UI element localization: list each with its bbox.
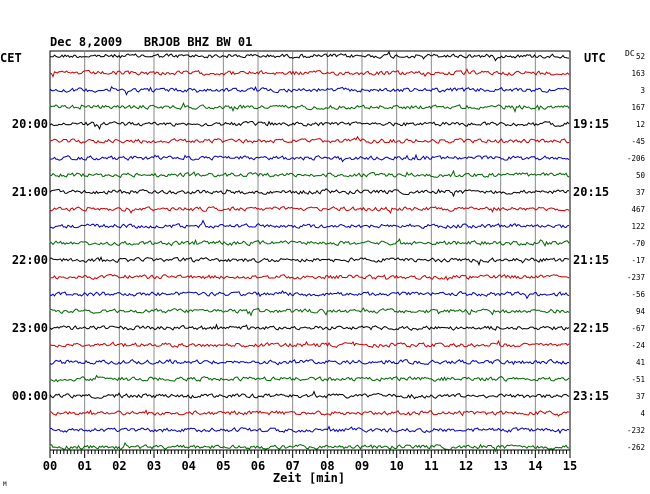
dc-offset-label: -17 <box>631 256 645 265</box>
dc-offset-label: 167 <box>631 103 645 112</box>
dc-offset-label: 3 <box>640 86 645 95</box>
dc-header: DC <box>625 49 635 58</box>
seismic-trace <box>49 307 570 317</box>
dc-offset-label: 122 <box>631 222 645 231</box>
x-axis-label: Zeit [min] <box>273 471 345 485</box>
seismic-trace <box>49 68 570 78</box>
dc-offset-label: 52 <box>636 52 645 61</box>
dc-offset-label: 12 <box>636 120 645 129</box>
x-tick-label: 01 <box>77 459 91 473</box>
dc-offset-label: -45 <box>631 137 645 146</box>
dc-offset-label: 41 <box>636 358 645 367</box>
seismic-trace <box>49 169 570 179</box>
seismic-trace <box>49 390 570 400</box>
seismic-trace <box>49 289 570 300</box>
dc-offset-label: -56 <box>631 290 645 299</box>
x-tick-label: 10 <box>389 459 403 473</box>
cet-time-label: 21:00 <box>12 185 48 199</box>
seismic-trace <box>49 135 570 144</box>
dc-offset-label: -70 <box>631 239 645 248</box>
seismic-trace <box>49 206 570 215</box>
seismic-trace <box>49 153 570 163</box>
dc-offset-label: 37 <box>636 188 645 197</box>
seismic-trace <box>49 237 570 247</box>
seismic-trace <box>49 358 569 366</box>
x-tick-label: 04 <box>181 459 195 473</box>
x-tick-label: 13 <box>493 459 507 473</box>
x-tick-label: 05 <box>216 459 230 473</box>
dc-offset-label: 37 <box>636 392 645 401</box>
right-zone-label: UTC <box>584 51 606 65</box>
dc-offset-label: 50 <box>636 171 646 180</box>
seismic-trace <box>49 219 570 229</box>
x-tick-label: 06 <box>251 459 265 473</box>
cet-time-label: 20:00 <box>12 117 48 131</box>
x-tick-label: 03 <box>147 459 161 473</box>
dc-offset-label: 163 <box>631 69 645 78</box>
footer-mark: M <box>3 481 7 488</box>
dc-offset-label: -232 <box>627 426 645 435</box>
seismic-trace <box>49 85 570 96</box>
dc-offset-label: -67 <box>631 324 645 333</box>
x-tick-label: 12 <box>459 459 473 473</box>
dc-offset-label: 94 <box>636 307 646 316</box>
seismic-trace <box>49 409 570 417</box>
cet-time-label: 22:00 <box>12 253 48 267</box>
seismic-trace <box>49 50 570 62</box>
dc-offset-label: -24 <box>631 341 645 350</box>
seismic-trace <box>49 323 570 331</box>
dc-offset-label: -262 <box>627 443 645 452</box>
seismic-trace <box>49 374 570 383</box>
x-tick-label: 02 <box>112 459 126 473</box>
seismic-trace <box>49 339 570 348</box>
seismic-trace <box>49 441 570 453</box>
seismic-trace <box>49 256 570 267</box>
utc-time-label: 21:15 <box>573 253 609 267</box>
seismic-trace <box>49 188 570 198</box>
cet-time-label: 23:00 <box>12 321 48 335</box>
plot-border <box>49 50 571 451</box>
x-tick-label: 14 <box>528 459 542 473</box>
x-tick-label: 08 <box>320 459 334 473</box>
utc-time-label: 23:15 <box>573 389 609 403</box>
x-axis: 00 01 02 03 04 05 06 07 08 09 10 11 12 13 14 15 <box>43 450 577 473</box>
seismic-trace <box>49 273 570 281</box>
dc-offset-label: -237 <box>627 273 645 282</box>
left-zone-label: CET <box>0 51 22 65</box>
dc-offset-label: -51 <box>631 375 645 384</box>
seismic-trace <box>49 101 570 113</box>
chart-title: Dec 8,2009 BRJOB BHZ BW 01 <box>50 35 252 49</box>
seismic-trace <box>49 425 570 435</box>
cet-time-label: 00:00 <box>12 389 48 403</box>
x-tick-label: 00 <box>43 459 57 473</box>
x-tick-label: 15 <box>563 459 577 473</box>
x-tick-label: 09 <box>355 459 369 473</box>
dc-offset-label: 4 <box>640 409 645 418</box>
trace-group: 52 163 3 167 12 -45 -206 50 37 467 122 -70 -17 -237 -5… <box>12 50 646 453</box>
plot-frame <box>49 50 571 451</box>
dc-offset-label: 467 <box>631 205 645 214</box>
utc-time-label: 19:15 <box>573 117 609 131</box>
utc-time-label: 20:15 <box>573 185 609 199</box>
dc-offset-label: -206 <box>627 154 646 163</box>
x-tick-label: 11 <box>424 459 438 473</box>
utc-time-label: 22:15 <box>573 321 609 335</box>
x-tick-label: 07 <box>285 459 299 473</box>
seismic-trace <box>49 120 570 131</box>
